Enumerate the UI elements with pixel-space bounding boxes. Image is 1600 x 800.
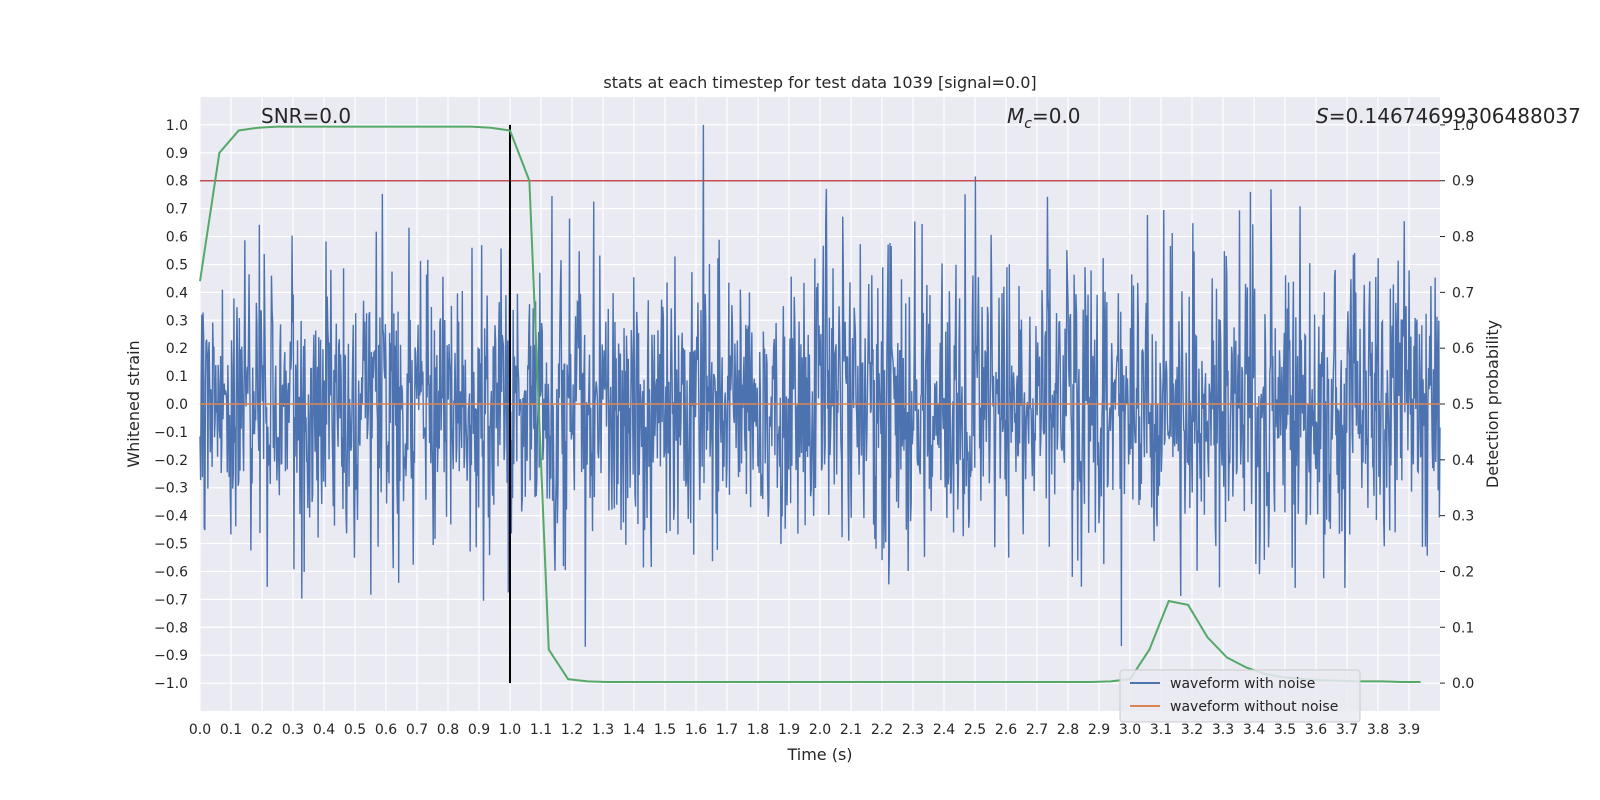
y-tick-label: 0.2 [166, 341, 188, 357]
y-tick-label: −0.3 [154, 481, 188, 497]
y2-axis-label: Detection probability [1483, 320, 1502, 488]
s-value: =0.14674699306488037 [1329, 104, 1581, 128]
x-tick-label: 3.2 [1181, 722, 1203, 738]
x-tick-label: 2.8 [1057, 722, 1079, 738]
x-tick-label: 3.3 [1212, 722, 1234, 738]
legend-box [1119, 669, 1361, 723]
y-tick-label: −0.7 [154, 592, 188, 608]
mc-value: =0.0 [1032, 104, 1081, 128]
x-tick-label: 3.6 [1305, 722, 1327, 738]
y2-tick-label: 0.3 [1452, 509, 1474, 525]
x-tick-label: 1.4 [623, 722, 645, 738]
series-waveform-with-noise [199, 124, 1441, 647]
x-tick-label: 0.8 [437, 722, 459, 738]
y-tick-label: −0.8 [154, 620, 188, 636]
y2-tick-label: 0.7 [1452, 285, 1474, 301]
y2-tick-label: 0.6 [1452, 341, 1474, 357]
x-tick-label: 3.5 [1274, 722, 1296, 738]
y2-tick-label: 0.9 [1452, 174, 1474, 190]
annotation-snr: SNR=0.0 [261, 104, 351, 128]
x-tick-label: 1.7 [716, 722, 738, 738]
chart-title: stats at each timestep for test data 103… [603, 73, 1036, 92]
x-tick-label: 2.3 [902, 722, 924, 738]
y2-tick-label: 0.0 [1452, 676, 1474, 692]
series-detection-probability [199, 125, 1421, 683]
x-tick-label: 0.4 [313, 722, 335, 738]
x-tick-label: 0.9 [468, 722, 490, 738]
y2-tick-label: 0.8 [1452, 230, 1474, 246]
y-tick-label: 0.7 [166, 202, 188, 218]
y-tick-label: −0.9 [154, 648, 188, 664]
y-tick-label: 0.3 [166, 313, 188, 329]
x-tick-label: 1.8 [747, 722, 769, 738]
y-tick-label: 0.5 [166, 257, 188, 273]
x-tick-label: 1.9 [778, 722, 800, 738]
x-tick-label: 1.5 [654, 722, 676, 738]
x-tick-label: 0.6 [375, 722, 397, 738]
x-tick-label: 0.3 [282, 722, 304, 738]
x-tick-label: 3.7 [1336, 722, 1358, 738]
y-axis-label: Whitened strain [124, 340, 143, 467]
x-tick-label: 3.9 [1398, 722, 1420, 738]
y-tick-label: 0.6 [166, 230, 188, 246]
x-tick-label: 2.2 [871, 722, 893, 738]
x-tick-label: 0.0 [189, 722, 211, 738]
x-tick-label: 2.1 [840, 722, 862, 738]
line-detection-probability [199, 125, 1421, 683]
y-tick-label: 0.9 [166, 146, 188, 162]
annotation-mc: Mc=0.0 [1007, 104, 1081, 132]
annotation-s: S=0.14674699306488037 [1316, 104, 1581, 128]
y-tick-label: 0.1 [166, 369, 188, 385]
y-tick-label: 0.4 [166, 285, 188, 301]
y-tick-label: 1.0 [166, 118, 188, 134]
x-tick-label: 1.0 [499, 722, 521, 738]
y2-tick-label: 0.2 [1452, 564, 1474, 580]
s-symbol: S [1316, 104, 1329, 128]
y-tick-label: 0.0 [166, 397, 188, 413]
x-tick-label: 2.5 [964, 722, 986, 738]
x-tick-label: 1.3 [592, 722, 614, 738]
x-tick-label: 3.1 [1150, 722, 1172, 738]
x-tick-label: 1.6 [685, 722, 707, 738]
y2-tick-labels: 1.0 0.9 0.8 0.7 0.6 0.5 0.4 0.3 0.2 0.1 0.0 [1440, 118, 1474, 692]
legend: waveform with noise waveform without noi… [1119, 669, 1361, 723]
x-axis-label: Time (s) [786, 745, 852, 764]
x-tick-label: 2.9 [1088, 722, 1110, 738]
y-tick-label: −1.0 [154, 676, 188, 692]
y2-tick-label: 0.1 [1452, 620, 1474, 636]
mc-symbol: M [1007, 104, 1024, 128]
x-tick-label: 2.0 [809, 722, 831, 738]
y2-tick-label: 0.4 [1452, 453, 1474, 469]
mc-subscript: c [1024, 116, 1032, 132]
y-tick-label: −0.4 [154, 509, 188, 525]
y-tick-labels: 1.0 0.9 0.8 0.7 0.6 0.5 0.4 0.3 0.2 0.1 0.0 −0.1 −0.… [154, 118, 188, 692]
y-tick-label: −0.2 [154, 453, 188, 469]
y2-tick-label: 0.5 [1452, 397, 1474, 413]
x-tick-label: 2.4 [933, 722, 955, 738]
y-tick-label: 0.8 [166, 174, 188, 190]
x-tick-label: 1.2 [561, 722, 583, 738]
legend-label-without-noise: waveform without noise [1170, 699, 1338, 715]
x-tick-label: 0.5 [344, 722, 366, 738]
x-tick-label: 3.4 [1243, 722, 1265, 738]
x-tick-labels: 0.0 0.1 0.2 0.3 0.4 0.5 0.6 0.7 0.8 0.9 1.0 1.1 1.2 1… [189, 722, 1420, 738]
y2-tick-label: 1.0 [1452, 118, 1474, 134]
y-tick-label: −0.1 [154, 425, 188, 441]
legend-label-with-noise: waveform with noise [1170, 676, 1315, 692]
x-tick-label: 2.6 [995, 722, 1017, 738]
x-tick-label: 1.1 [530, 722, 552, 738]
x-tick-label: 3.0 [1119, 722, 1141, 738]
x-tick-label: 0.7 [406, 722, 428, 738]
line-waveform-with-noise [199, 124, 1441, 647]
x-tick-label: 0.1 [220, 722, 242, 738]
y-tick-label: −0.5 [154, 537, 188, 553]
x-tick-label: 0.2 [251, 722, 273, 738]
y-tick-label: −0.6 [154, 564, 188, 580]
x-tick-label: 2.7 [1026, 722, 1048, 738]
x-tick-label: 3.8 [1367, 722, 1389, 738]
